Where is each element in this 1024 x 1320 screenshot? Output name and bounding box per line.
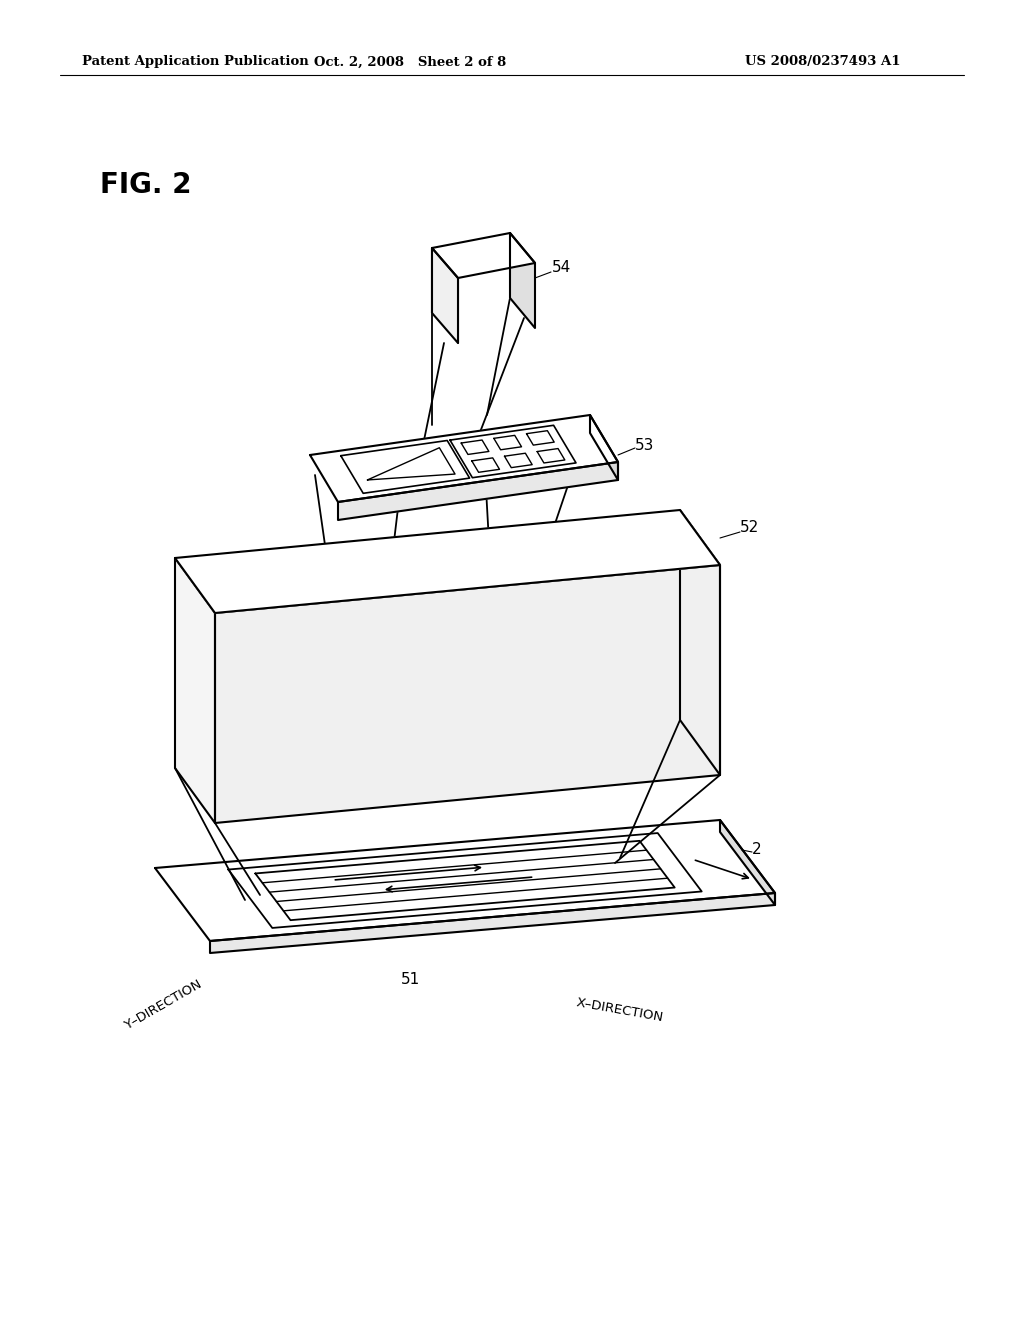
- Text: FIG. 2: FIG. 2: [100, 172, 191, 199]
- Polygon shape: [310, 414, 618, 502]
- Polygon shape: [215, 565, 720, 822]
- Polygon shape: [510, 234, 535, 327]
- Polygon shape: [505, 453, 532, 467]
- Text: 2: 2: [752, 842, 762, 858]
- Text: 54: 54: [552, 260, 571, 276]
- Polygon shape: [461, 440, 488, 454]
- Text: Patent Application Publication: Patent Application Publication: [82, 55, 309, 69]
- Polygon shape: [432, 248, 458, 343]
- Polygon shape: [680, 510, 720, 775]
- Polygon shape: [155, 820, 775, 941]
- Text: 51: 51: [400, 973, 420, 987]
- Polygon shape: [175, 510, 720, 612]
- Polygon shape: [338, 462, 618, 520]
- Text: 53: 53: [635, 437, 654, 453]
- Polygon shape: [472, 458, 500, 473]
- Polygon shape: [210, 894, 775, 953]
- Polygon shape: [526, 430, 554, 445]
- Text: 52: 52: [740, 520, 759, 536]
- Polygon shape: [590, 414, 618, 480]
- Polygon shape: [720, 820, 775, 906]
- Polygon shape: [494, 436, 521, 450]
- Text: Y–DIRECTION: Y–DIRECTION: [122, 978, 204, 1032]
- Text: Oct. 2, 2008   Sheet 2 of 8: Oct. 2, 2008 Sheet 2 of 8: [314, 55, 506, 69]
- Text: X–DIRECTION: X–DIRECTION: [575, 995, 665, 1024]
- Polygon shape: [175, 558, 215, 822]
- Polygon shape: [432, 234, 535, 279]
- Polygon shape: [538, 449, 565, 463]
- Text: US 2008/0237493 A1: US 2008/0237493 A1: [745, 55, 900, 69]
